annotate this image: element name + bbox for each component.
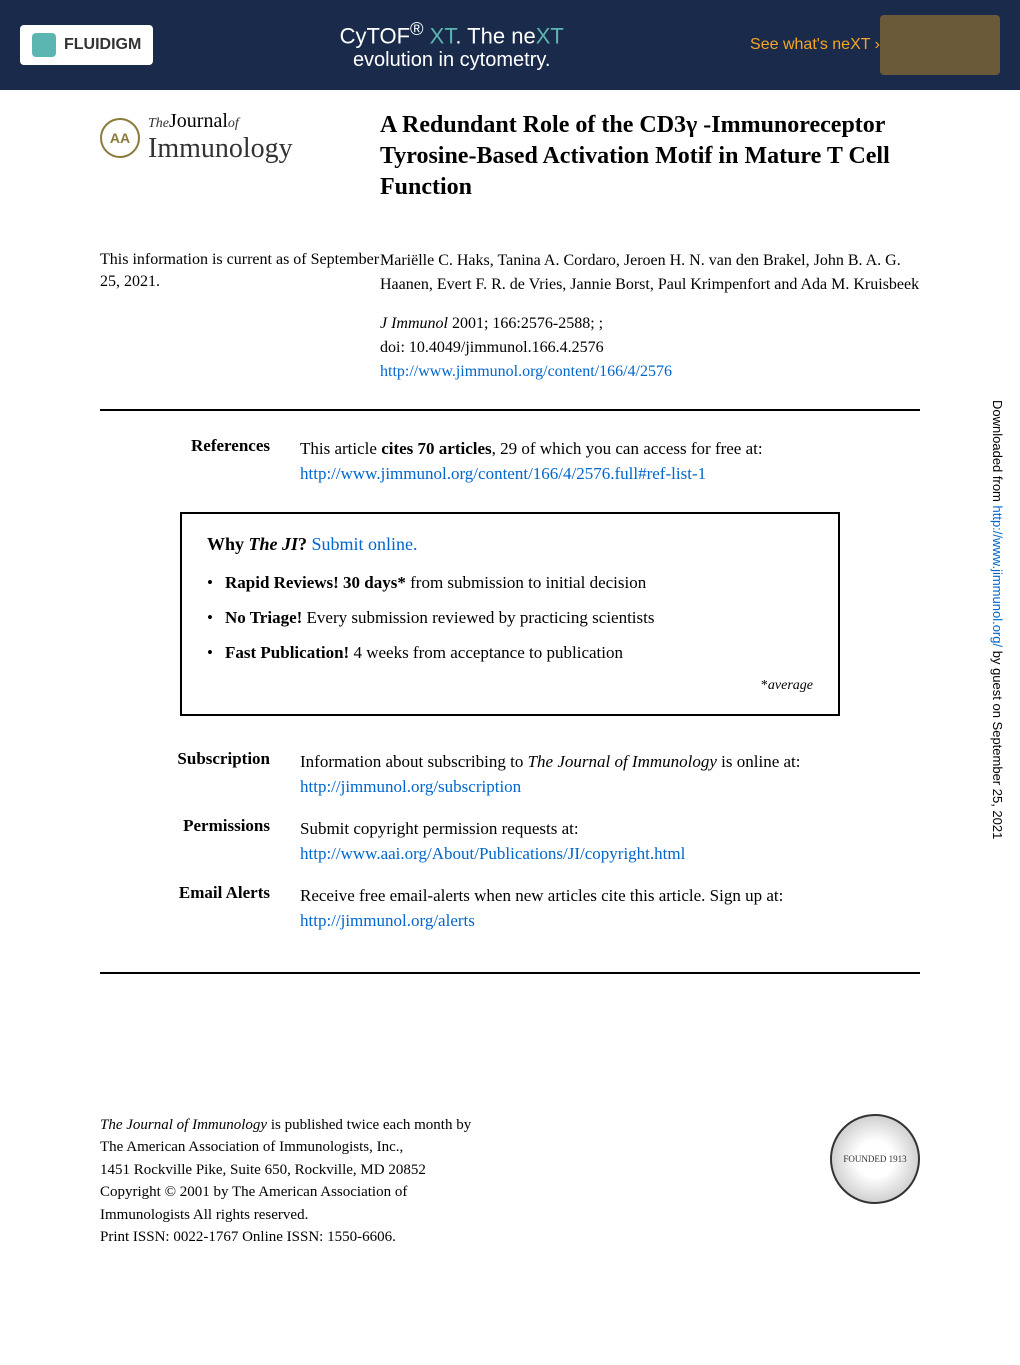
references-row: References This article cites 70 article…	[100, 436, 920, 487]
references-url-link[interactable]: http://www.jimmunol.org/content/166/4/25…	[300, 464, 706, 483]
fluidigm-logo: FLUIDIGM	[20, 25, 153, 65]
banner-cta[interactable]: See what's neXT ›	[750, 36, 880, 54]
journal-logo: AA The Journal of Immunology	[100, 110, 380, 219]
divider	[100, 409, 920, 411]
permissions-row: Permissions Submit copyright permission …	[100, 808, 920, 875]
references-label: References	[120, 436, 300, 487]
why-item: Fast Publication! 4 weeks from acceptanc…	[207, 643, 813, 663]
article-header: A Redundant Role of the CD3γ -Immunorece…	[380, 110, 920, 219]
sidebar-url-link[interactable]: http://www.jimmunol.org/	[990, 506, 1005, 648]
journal-badge-icon: AA	[100, 118, 140, 158]
article-meta: Mariëlle C. Haks, Tanina A. Cordaro, Jer…	[380, 249, 920, 384]
footer: The Journal of Immunology is published t…	[0, 1094, 1020, 1269]
why-item: No Triage! Every submission reviewed by …	[207, 608, 813, 628]
fluidigm-text: FLUIDIGM	[64, 36, 141, 54]
citation-journal: J Immunol	[380, 315, 448, 332]
download-sidebar: Downloaded from http://www.jimmunol.org/…	[990, 400, 1005, 839]
citation-doi: doi: 10.4049/jimmunol.166.4.2576	[380, 339, 604, 356]
permissions-url-link[interactable]: http://www.aai.org/About/Publications/JI…	[300, 844, 685, 863]
advertisement-banner[interactable]: FLUIDIGM CyTOF® XT. The neXT evolution i…	[0, 0, 1020, 90]
alerts-content: Receive free email-alerts when new artic…	[300, 883, 900, 934]
banner-title: CyTOF® XT. The neXT	[153, 18, 750, 49]
info-row: This information is current as of Septem…	[100, 249, 920, 384]
article-title: A Redundant Role of the CD3γ -Immunorece…	[380, 110, 920, 204]
why-list: Rapid Reviews! 30 days* from submission …	[207, 573, 813, 663]
alerts-label: Email Alerts	[120, 883, 300, 903]
subscription-content: Information about subscribing to The Jou…	[300, 749, 900, 800]
banner-center: CyTOF® XT. The neXT evolution in cytomet…	[153, 18, 750, 72]
why-item: Rapid Reviews! 30 days* from submission …	[207, 573, 813, 593]
journal-title-wrap: The Journal of Immunology	[148, 110, 293, 165]
alerts-row: Email Alerts Receive free email-alerts w…	[100, 875, 920, 942]
permissions-label: Permissions	[120, 816, 300, 836]
banner-subtitle: evolution in cytometry.	[153, 49, 750, 72]
footer-divider	[100, 972, 920, 974]
why-average: average	[207, 678, 813, 694]
journal-logo-box: AA The Journal of Immunology	[100, 110, 380, 165]
why-title: Why The JI? Submit online.	[207, 534, 813, 555]
permissions-content: Submit copyright permission requests at:…	[300, 816, 900, 867]
citation-url-link[interactable]: http://www.jimmunol.org/content/166/4/25…	[380, 363, 672, 380]
subscription-row: Subscription Information about subscribi…	[100, 741, 920, 808]
references-content: This article cites 70 articles, 29 of wh…	[300, 436, 900, 487]
main-content: AA The Journal of Immunology A Redundant…	[0, 90, 1020, 972]
citation: J Immunol 2001; 166:2576-2588; ; doi: 10…	[380, 312, 920, 384]
citation-pages: 2001; 166:2576-2588; ;	[448, 315, 603, 332]
fluidigm-icon	[32, 33, 56, 57]
alerts-url-link[interactable]: http://jimmunol.org/alerts	[300, 911, 475, 930]
header-row: AA The Journal of Immunology A Redundant…	[100, 110, 920, 219]
banner-product-image	[880, 15, 1000, 75]
authors: Mariëlle C. Haks, Tanina A. Cordaro, Jer…	[380, 249, 920, 297]
submit-online-link[interactable]: Submit online.	[312, 534, 418, 554]
current-info: This information is current as of Septem…	[100, 249, 380, 384]
subscription-label: Subscription	[120, 749, 300, 769]
subscription-url-link[interactable]: http://jimmunol.org/subscription	[300, 777, 521, 796]
aai-logo-icon: FOUNDED 1913	[830, 1114, 920, 1204]
footer-text: The Journal of Immunology is published t…	[100, 1114, 830, 1249]
why-ji-box: Why The JI? Submit online. Rapid Reviews…	[180, 512, 840, 716]
